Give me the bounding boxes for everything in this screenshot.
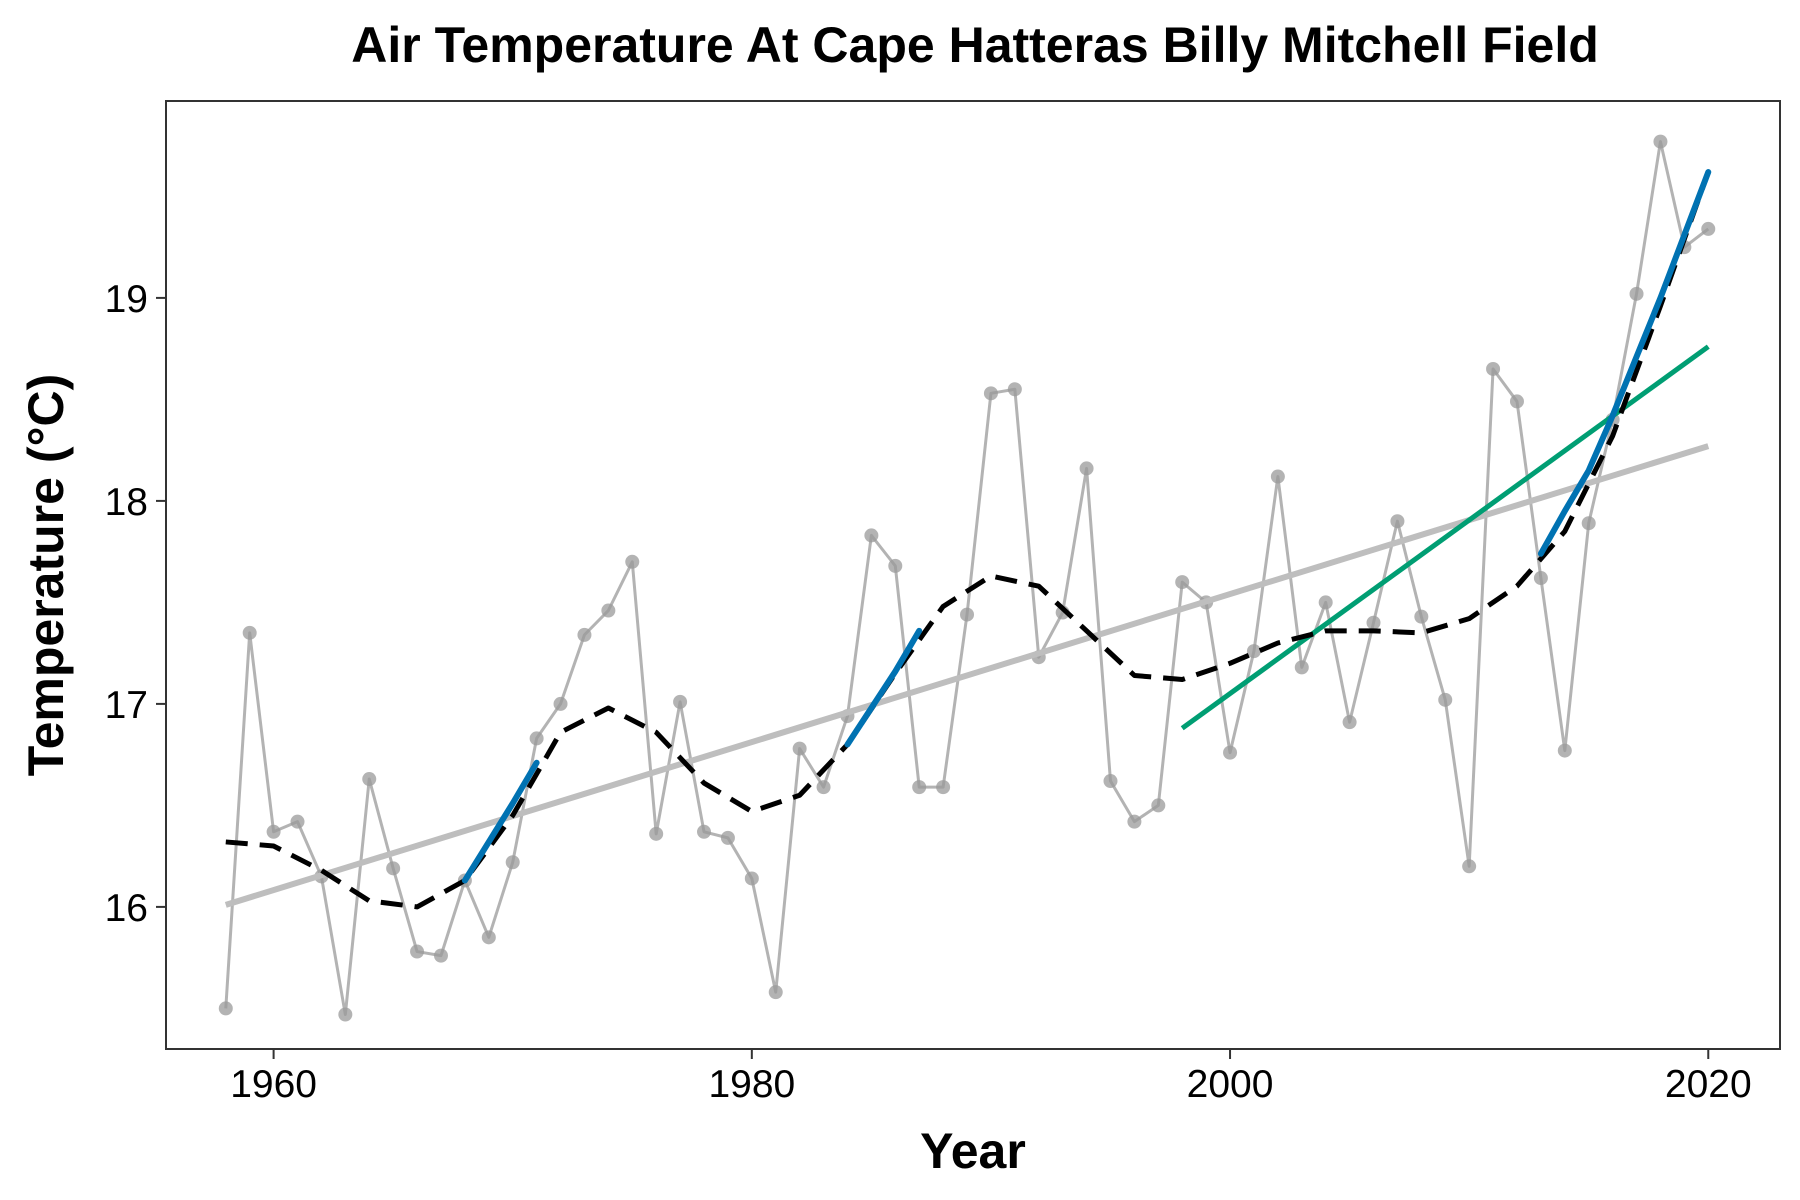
- observed-point: [1414, 609, 1429, 624]
- observed-point: [983, 386, 998, 401]
- x-axis: 1960 1980 2000 2020: [230, 1049, 1752, 1106]
- x-tick-label: 2020: [1665, 1063, 1752, 1106]
- observed-point: [1270, 469, 1285, 484]
- observed-point: [1701, 221, 1716, 236]
- observed-point: [744, 871, 759, 886]
- observed-point: [1318, 595, 1333, 610]
- y-tick-label: 18: [105, 481, 148, 524]
- observed-point: [1486, 361, 1501, 376]
- observed-point: [888, 558, 903, 573]
- y-tick-label: 17: [105, 684, 148, 727]
- observed-point: [433, 948, 448, 963]
- observed-point: [1175, 575, 1190, 590]
- observed-point: [577, 627, 592, 642]
- observed-point: [338, 1007, 353, 1022]
- chart-title: Air Temperature At Cape Hatteras Billy M…: [351, 17, 1599, 73]
- observed-point: [1151, 798, 1166, 813]
- observed-point: [1581, 516, 1596, 531]
- observed-point: [290, 814, 305, 829]
- observed-point: [1127, 814, 1142, 829]
- observed-point: [1629, 286, 1644, 301]
- observed-point: [649, 826, 664, 841]
- observed-point: [410, 944, 425, 959]
- observed-point: [1007, 382, 1022, 397]
- observed-point: [912, 780, 927, 795]
- observed-point: [386, 861, 401, 876]
- plot-area: [218, 134, 1716, 1022]
- observed-point: [1079, 461, 1094, 476]
- observed-point: [1533, 571, 1548, 586]
- observed-point: [697, 824, 711, 839]
- observed-series-line: [224, 140, 1710, 1016]
- significant-increase-segment: [461, 759, 540, 884]
- observed-point: [1366, 615, 1381, 630]
- x-axis-title: Year: [920, 1123, 1026, 1179]
- observed-point: [529, 731, 544, 746]
- observed-point: [1653, 134, 1668, 149]
- observed-point: [720, 830, 735, 845]
- observed-point: [553, 696, 568, 711]
- x-tick-label: 2000: [1187, 1063, 1274, 1106]
- observed-point: [1438, 692, 1453, 707]
- y-axis: 16 17 18 19: [105, 278, 166, 930]
- y-tick-label: 19: [105, 278, 148, 321]
- observed-point: [673, 694, 688, 709]
- y-axis-title: Temperature (°C): [18, 374, 74, 776]
- x-tick-label: 1960: [230, 1063, 317, 1106]
- observed-point: [1557, 743, 1572, 758]
- observed-point: [1103, 774, 1118, 789]
- observed-point: [768, 985, 783, 1000]
- observed-point: [1509, 394, 1524, 409]
- observed-point: [1342, 715, 1357, 730]
- observed-point: [936, 780, 951, 795]
- observed-point: [792, 741, 807, 756]
- y-tick-label: 16: [105, 887, 148, 930]
- significant-increase-segment: [1537, 169, 1712, 557]
- observed-point: [625, 554, 640, 569]
- observed-point: [481, 930, 496, 945]
- x-tick-label: 1980: [708, 1063, 795, 1106]
- observed-point: [816, 780, 831, 795]
- observed-point: [1246, 644, 1261, 659]
- significant-increase-segment: [844, 627, 923, 748]
- observed-point: [1294, 660, 1309, 675]
- recent-trend-line: [1180, 344, 1710, 731]
- observed-point: [1390, 514, 1405, 529]
- observed-point: [242, 625, 257, 640]
- observed-point: [601, 603, 616, 618]
- observed-point: [1462, 859, 1477, 874]
- observed-point: [1223, 745, 1238, 760]
- long-term-trend-line: [224, 443, 1710, 908]
- observed-point: [218, 1001, 233, 1016]
- plot-frame: [165, 100, 1781, 1050]
- observed-point: [960, 607, 975, 622]
- observed-point: [864, 528, 879, 543]
- observed-point: [266, 824, 281, 839]
- observed-point: [362, 772, 377, 787]
- observed-point: [505, 855, 520, 870]
